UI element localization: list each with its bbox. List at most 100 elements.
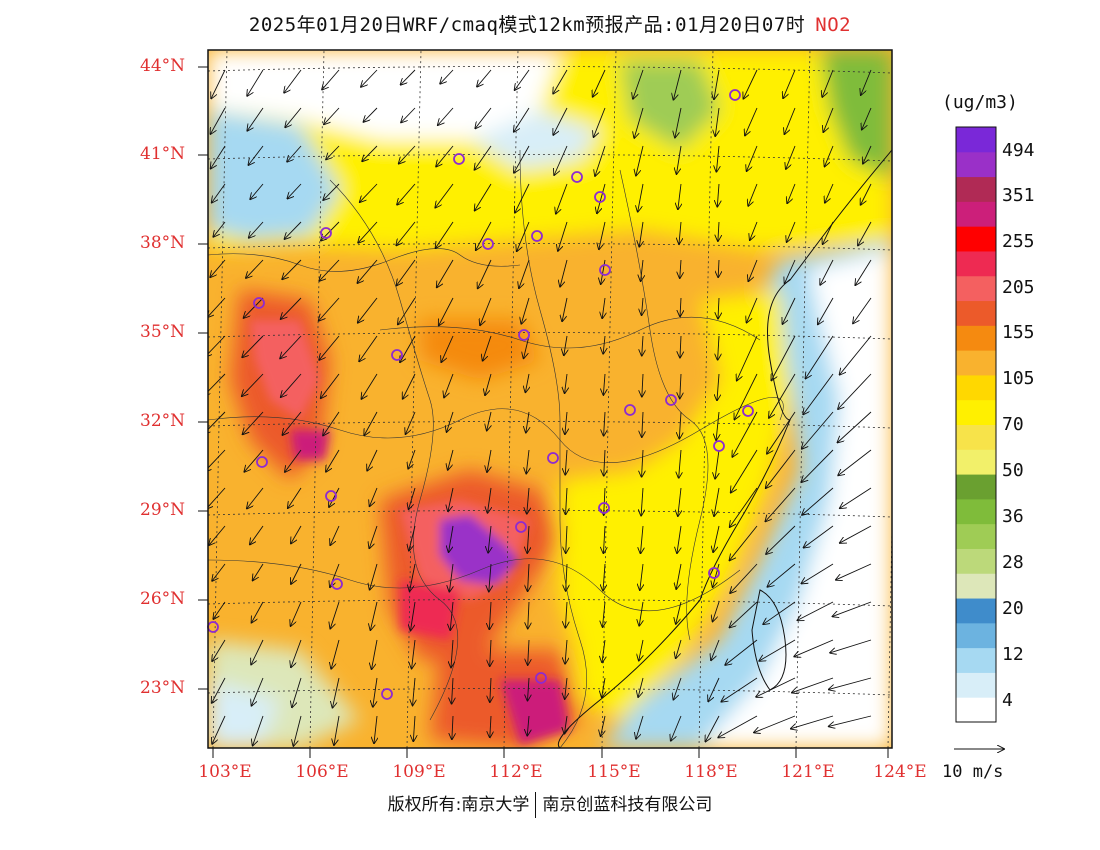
wind-arrow <box>861 183 872 205</box>
wind-arrow <box>361 69 378 87</box>
wind-arrow <box>604 487 605 515</box>
wind-arrow <box>213 601 226 619</box>
colorbar-label: 28 <box>1002 552 1024 573</box>
colorbar-swatch <box>956 176 996 202</box>
copyright-footer: 版权所有:南京大学 南京创蓝科技有限公司 <box>0 790 1100 818</box>
wind-arrow <box>787 183 796 203</box>
colorbar-swatch <box>956 598 996 624</box>
wind-arrow <box>732 411 758 457</box>
wind-arrow <box>714 487 720 516</box>
wind-arrow <box>212 183 226 203</box>
wind-arrow <box>358 221 378 243</box>
city-marker <box>599 264 611 276</box>
wind-arrow <box>248 145 264 165</box>
wind-arrow <box>680 259 681 278</box>
wind-arrow <box>836 563 872 580</box>
wind-arrow <box>364 411 378 435</box>
colorbar-swatch <box>956 523 996 549</box>
wind-arrow <box>333 677 340 708</box>
wind-arrow <box>527 525 529 553</box>
parallel-line <box>208 599 892 607</box>
wind-arrow <box>765 487 796 521</box>
wind-arrow <box>358 297 378 323</box>
wind-arrow <box>564 715 567 734</box>
wind-arrow <box>754 715 796 733</box>
colorbar-swatch <box>956 226 996 252</box>
wind-arrow <box>565 449 567 475</box>
wind-arrow <box>829 715 872 726</box>
wind-arrow <box>360 183 378 202</box>
wind-arrow <box>604 449 605 476</box>
city-marker <box>535 672 547 684</box>
wind-arrow <box>601 259 606 284</box>
wind-arrow <box>403 373 416 399</box>
wind-arrow <box>721 677 758 702</box>
wind-arrow <box>786 145 796 169</box>
wind-arrow <box>680 373 681 398</box>
wind-arrow <box>319 335 340 360</box>
wind-arrow <box>676 563 682 589</box>
footer-separator <box>535 792 537 818</box>
colorbar-swatch <box>956 399 996 425</box>
wind-arrow <box>398 297 416 324</box>
wind-arrow <box>369 525 378 548</box>
wind-arrow <box>562 297 568 321</box>
wind-arrow <box>208 373 226 396</box>
wind-arrow <box>861 69 872 95</box>
wind-arrow <box>639 221 643 247</box>
city-marker <box>253 297 265 309</box>
wind-arrow <box>677 145 682 174</box>
wind-arrow <box>517 221 530 251</box>
wind-arrow <box>642 335 643 356</box>
wind-arrow <box>759 639 796 661</box>
wind-arrow <box>487 411 491 431</box>
wind-arrow <box>211 69 226 98</box>
wind-arrow <box>526 449 529 474</box>
colorbar-swatch <box>956 250 996 277</box>
wind-arrow <box>285 449 302 472</box>
wind-arrow <box>838 449 872 475</box>
wind-arrow <box>599 221 606 249</box>
wind-arrow <box>330 601 340 629</box>
colorbar-swatch <box>956 647 996 673</box>
wind-arrow <box>676 639 682 658</box>
wind-arrow <box>440 69 454 84</box>
wind-arrow <box>401 107 416 122</box>
wind-arrow <box>514 145 530 173</box>
colorbar-swatch <box>956 622 996 649</box>
wind-arrow <box>853 297 872 323</box>
wind-arrow <box>680 297 681 316</box>
colorbar-swatch <box>956 672 996 698</box>
wind-arrow <box>437 259 454 287</box>
city-marker <box>547 452 559 464</box>
wind-arrow <box>734 373 758 419</box>
wind-arrow <box>713 601 720 621</box>
wind-arrow <box>321 373 340 398</box>
wind-arrow <box>840 335 872 375</box>
wind-arrow <box>565 373 567 393</box>
wind-arrow <box>487 449 491 472</box>
wind-arrow <box>324 107 340 124</box>
wind-arrow <box>641 259 643 281</box>
city-marker <box>624 404 636 416</box>
lat-label-44: 44°N <box>140 56 186 76</box>
wind-arrow <box>397 259 416 285</box>
wind-arrow <box>408 449 416 469</box>
wind-arrow <box>718 715 758 737</box>
wind-arrow <box>602 677 605 697</box>
wind-arrow <box>330 525 340 545</box>
city-marker <box>256 456 268 468</box>
wind-arrow <box>451 639 453 667</box>
wind-arrow <box>374 715 377 743</box>
wind-arrow <box>399 145 416 164</box>
wind-arrow <box>474 145 492 170</box>
wind-arrow <box>285 221 302 239</box>
wind-arrow <box>803 373 834 414</box>
wind-arrow <box>524 335 530 358</box>
wind-arrow <box>436 221 454 248</box>
wind-arrow <box>488 525 491 553</box>
wind-arrow <box>243 411 264 434</box>
title-text: 2025年01月20日WRF/cmaq模式12km预报产品:01月20日07时 <box>248 14 806 36</box>
wind-arrow <box>560 259 568 287</box>
